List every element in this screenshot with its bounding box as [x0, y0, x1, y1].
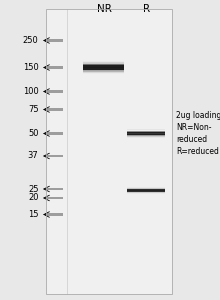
- Text: R: R: [143, 4, 150, 14]
- Bar: [46, 9, 172, 294]
- Bar: [127, 189, 165, 192]
- Text: NR: NR: [97, 4, 112, 14]
- Bar: [45, 188, 63, 190]
- Bar: [45, 132, 63, 134]
- Text: 75: 75: [28, 105, 38, 114]
- Text: 20: 20: [28, 194, 38, 202]
- Bar: [45, 197, 63, 199]
- Bar: [45, 155, 63, 157]
- Bar: [45, 39, 63, 41]
- Text: 15: 15: [28, 210, 38, 219]
- Text: 100: 100: [23, 87, 38, 96]
- Bar: [46, 9, 172, 294]
- Bar: [45, 214, 63, 215]
- Bar: [45, 108, 63, 110]
- Text: 250: 250: [23, 36, 38, 45]
- Bar: [45, 91, 63, 92]
- Bar: [45, 66, 63, 68]
- Bar: [127, 131, 165, 136]
- Text: 37: 37: [28, 152, 38, 160]
- Text: 25: 25: [28, 184, 38, 194]
- Text: 150: 150: [23, 63, 38, 72]
- Text: 50: 50: [28, 129, 38, 138]
- Text: 2ug loading
NR=Non-
reduced
R=reduced: 2ug loading NR=Non- reduced R=reduced: [176, 111, 220, 156]
- Bar: [82, 65, 124, 70]
